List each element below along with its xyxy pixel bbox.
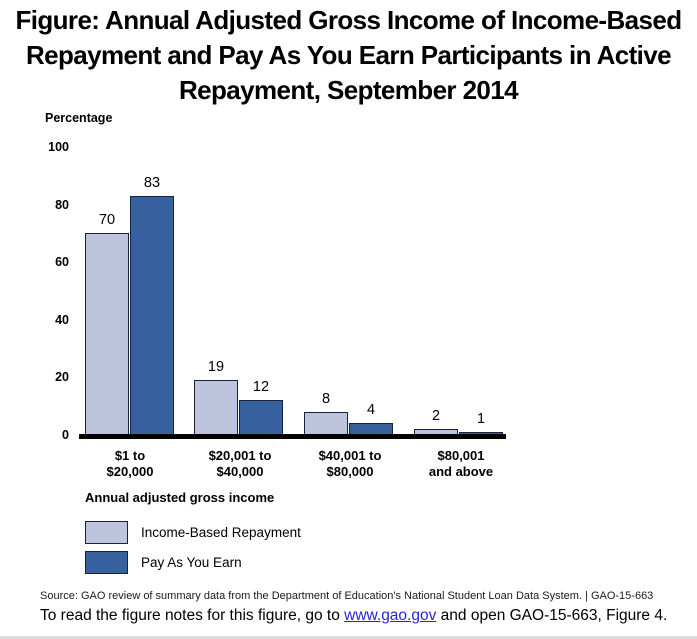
bar-slot-ibr-1to20k: 70 [85, 147, 129, 435]
footer-prefix: To read the figure notes for this figure… [40, 607, 345, 624]
bar-slot-ibr-80kplus: 2 [414, 147, 458, 435]
bar-ibr-20to40k [194, 380, 238, 435]
bar-value-label: 70 [98, 212, 116, 229]
bar-value-label: 83 [143, 174, 161, 191]
legend: Income-Based Repayment Pay As You Earn [85, 521, 301, 574]
bar-value-label: 2 [431, 408, 441, 425]
y-tick-100: 100 [48, 140, 69, 154]
x-axis-title: Annual adjusted gross income [85, 490, 275, 505]
legend-label-ibr: Income-Based Repayment [141, 525, 301, 540]
footer-suffix: and open GAO-15-663, Figure 4. [436, 607, 668, 624]
bottom-divider [0, 636, 697, 639]
x-category-1to20k: $1 to $20,000 [106, 448, 154, 479]
legend-item-ibr: Income-Based Repayment [85, 521, 301, 544]
bar-value-label: 8 [321, 390, 331, 407]
bar-slot-paye-1to20k: 83 [130, 147, 174, 435]
y-tick-0: 0 [62, 428, 69, 442]
bar-paye-1to20k [130, 195, 174, 435]
bar-slot-ibr-20to40k: 19 [194, 147, 238, 435]
footer-note: To read the figure notes for this figure… [40, 607, 667, 625]
y-tick-80: 80 [55, 198, 69, 212]
legend-swatch-paye [85, 551, 128, 574]
legend-item-paye: Pay As You Earn [85, 551, 301, 574]
y-tick-40: 40 [55, 313, 69, 327]
bar-paye-20to40k [239, 400, 283, 435]
bar-value-label: 19 [207, 359, 225, 376]
bar-slot-paye-40to80k: 4 [349, 147, 393, 435]
source-line: Source: GAO review of summary data from … [40, 590, 654, 602]
bar-value-label: 4 [366, 402, 376, 419]
x-category-80kplus: $80,001 and above [428, 448, 494, 479]
plot-area: 70 83 19 12 8 4 2 1 [85, 147, 505, 435]
bar-ibr-1to20k [85, 233, 129, 435]
y-tick-20: 20 [55, 370, 69, 384]
x-axis-line [79, 434, 506, 439]
y-tick-60: 60 [55, 255, 69, 269]
legend-swatch-ibr [85, 521, 128, 544]
legend-label-paye: Pay As You Earn [141, 555, 242, 570]
bar-slot-paye-80kplus: 1 [459, 147, 503, 435]
x-category-40to80k: $40,001 to $80,000 [318, 448, 382, 479]
bar-slot-paye-20to40k: 12 [239, 147, 283, 435]
x-category-20to40k: $20,001 to $40,000 [208, 448, 272, 479]
y-axis-title: Percentage [45, 111, 113, 125]
figure-title: Figure: Annual Adjusted Gross Income of … [15, 5, 682, 105]
bar-value-label: 12 [252, 379, 270, 396]
bar-ibr-40to80k [304, 411, 348, 435]
bar-value-label: 1 [476, 411, 486, 428]
bar-slot-ibr-40to80k: 8 [304, 147, 348, 435]
gao-website-link[interactable]: www.gao.gov [344, 607, 437, 624]
